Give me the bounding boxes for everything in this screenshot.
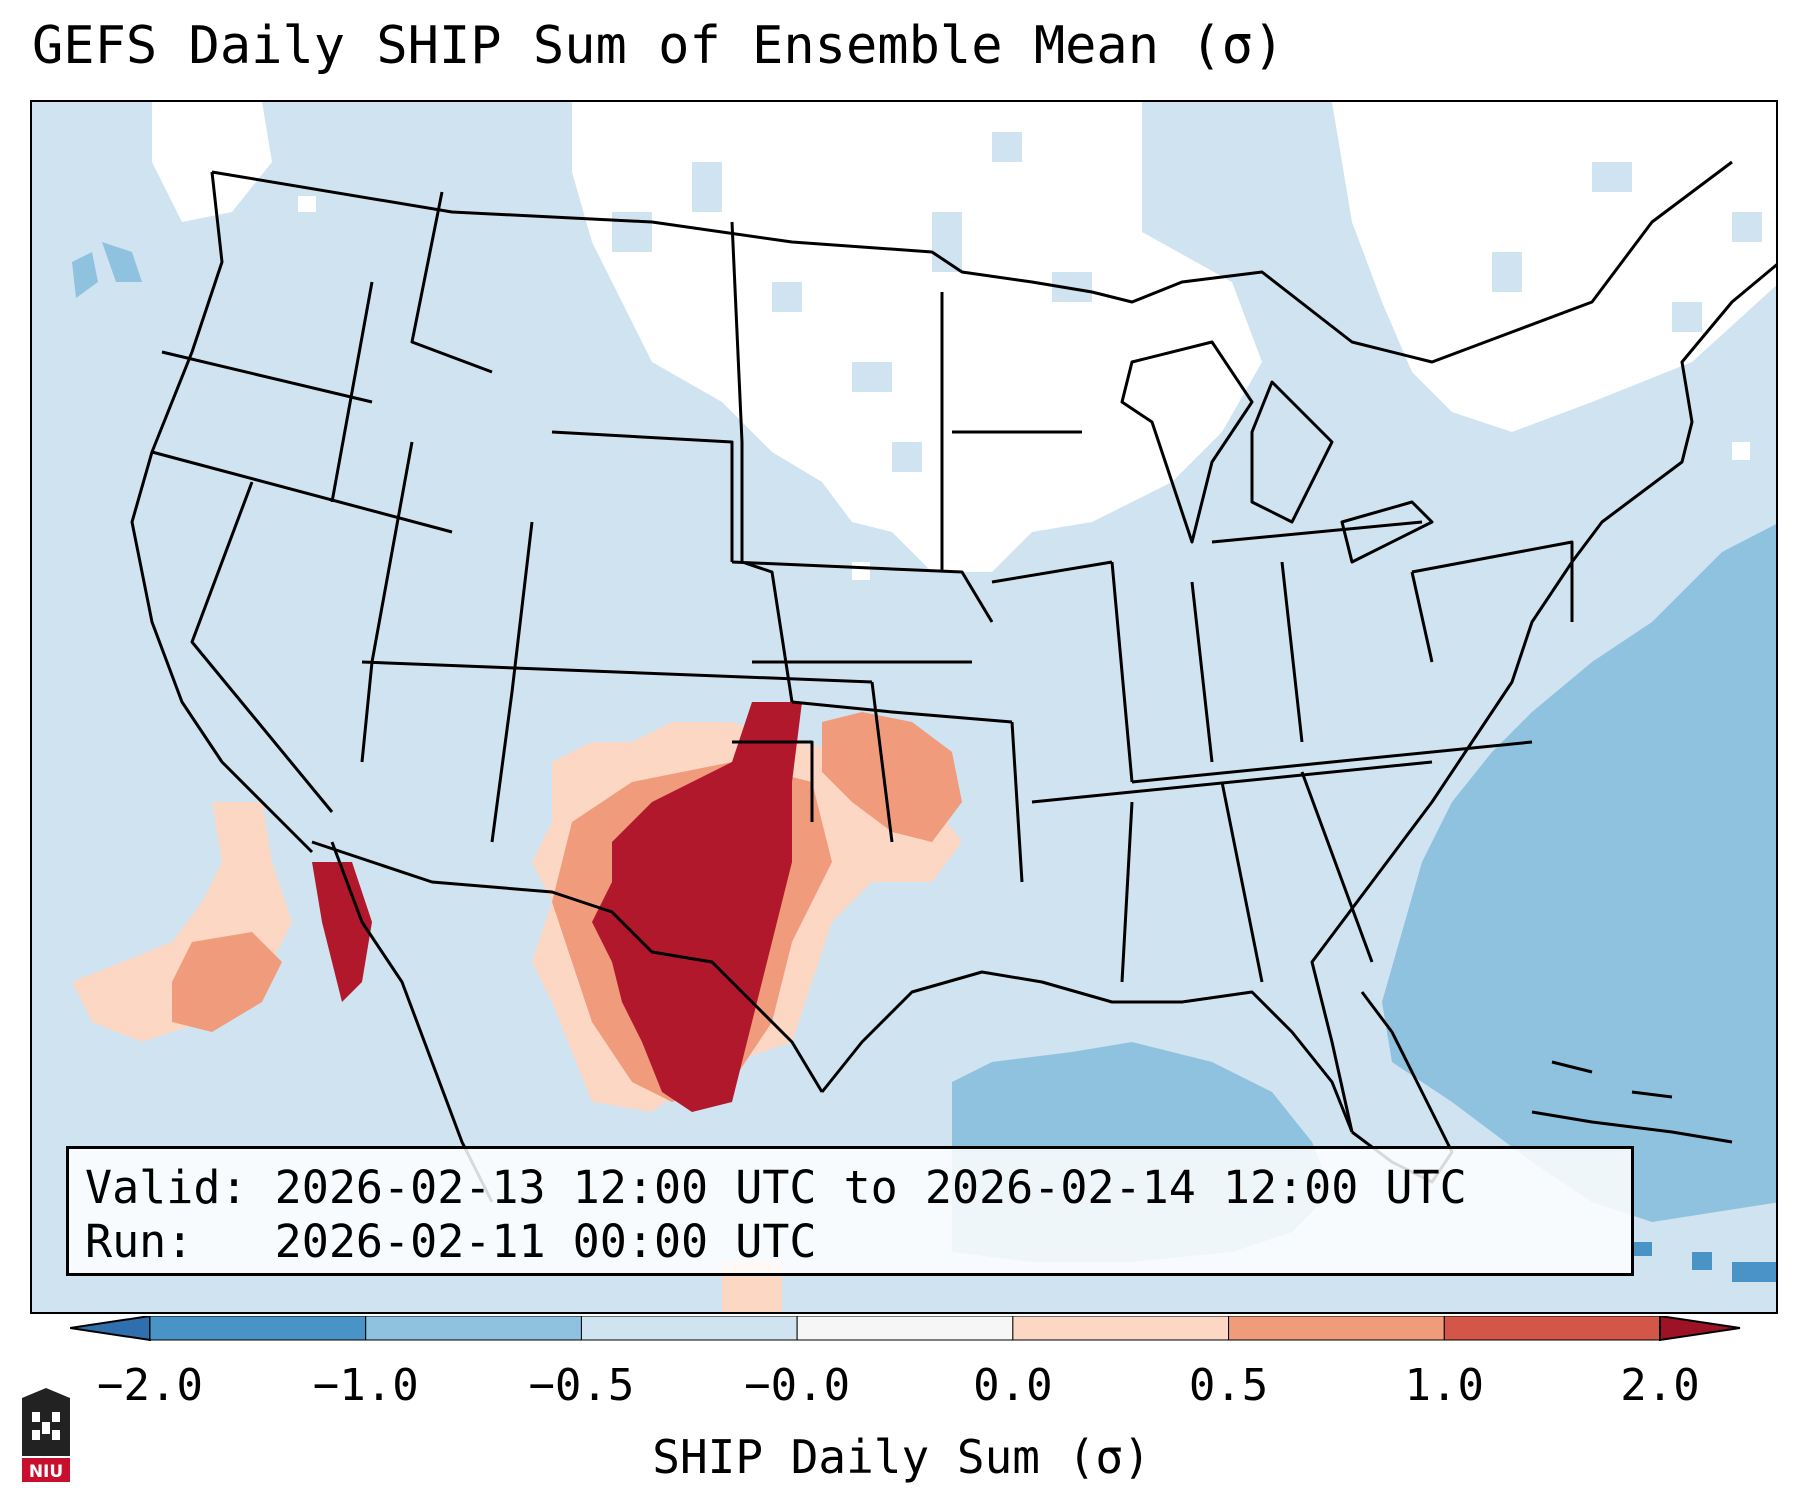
great-lakes <box>1120 340 1434 564</box>
coastline-west <box>130 171 314 854</box>
colorbar-tick-label: −1.0 <box>312 1360 419 1411</box>
valid-run-box: Valid: 2026-02-13 12:00 UTC to 2026-02-1… <box>66 1146 1634 1276</box>
white-region-northeast <box>1332 102 1776 432</box>
valid-time-text: Valid: 2026-02-13 12:00 UTC to 2026-02-1… <box>85 1161 1467 1214</box>
texas-panhandle-box <box>732 740 814 822</box>
logo-text: NIU <box>29 1462 63 1482</box>
run-time-text: Run: 2026-02-11 00:00 UTC <box>85 1215 817 1268</box>
dark-blue-caribbean <box>1632 1242 1776 1282</box>
us-canada-border <box>211 160 1733 364</box>
colorbar-segment <box>365 1316 582 1341</box>
us-mexico-border <box>311 840 824 1093</box>
cuba-bahamas <box>1531 1060 1733 1144</box>
colorbar-segment <box>1443 1316 1661 1341</box>
niu-logo: NIU <box>22 1388 70 1482</box>
east-coast <box>1310 263 1776 1133</box>
colorbar-title: SHIP Daily Sum (σ) <box>652 1430 1151 1484</box>
white-region-pac-nw <box>152 102 272 222</box>
colorbar-segment <box>149 1316 367 1341</box>
chart-title: GEFS Daily SHIP Sum of Ensemble Mean (σ) <box>32 16 1285 76</box>
colorbar-segment <box>796 1316 1014 1341</box>
colorbar-tick-label: 0.0 <box>973 1360 1053 1411</box>
colorbar-tick-label: −0.5 <box>528 1360 635 1411</box>
colorbar <box>70 1316 1741 1342</box>
colorbar-tick-label: −2.0 <box>97 1360 203 1411</box>
colorbar-tick-label: 2.0 <box>1620 1360 1700 1411</box>
colorbar-tick-label: 1.0 <box>1404 1360 1485 1411</box>
colorbar-tick-label: −0.0 <box>744 1360 851 1411</box>
mid-blue-pacific-nw <box>72 242 142 298</box>
map-panel <box>30 100 1778 1314</box>
colorbar-segment <box>580 1316 798 1341</box>
dark-red-texas-nm <box>592 702 802 1112</box>
boundaries <box>130 160 1776 1203</box>
state-lines-central <box>730 221 1113 883</box>
colorbar-tick-label: 0.5 <box>1188 1360 1269 1411</box>
mid-red-oklahoma <box>822 712 962 842</box>
blue-speckles <box>612 132 1762 472</box>
gulf-coast <box>820 970 1354 1133</box>
mid-blue-atlantic <box>1382 524 1776 1222</box>
mid-red-baja-west <box>172 932 282 1032</box>
state-lines-west <box>151 191 873 843</box>
colorbar-min-extend <box>70 1316 151 1342</box>
colorbar-max-extend <box>1659 1316 1741 1342</box>
white-region-north-central <box>572 102 1262 572</box>
state-lines-east <box>1031 520 1574 983</box>
conus-map <box>32 102 1776 1312</box>
dark-red-baja-north <box>312 862 372 1002</box>
colorbar-segment <box>1228 1316 1445 1341</box>
colorbar-ticks: −2.0 −1.0 −0.5 −0.0 0.0 0.5 1.0 2.0 <box>0 1360 1803 1420</box>
colorbar-segment <box>1012 1316 1230 1341</box>
